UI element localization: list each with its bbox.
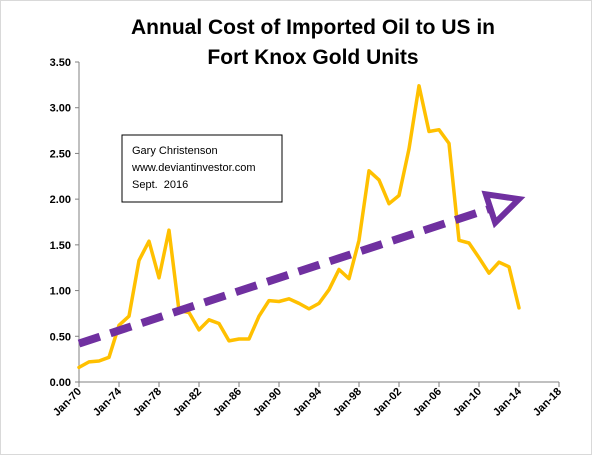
chart-title-line-1: Annual Cost of Imported Oil to US in bbox=[131, 16, 495, 39]
y-tick-label: 2.00 bbox=[50, 194, 71, 206]
y-tick-label: 0.50 bbox=[50, 331, 71, 343]
y-tick-label: 2.50 bbox=[50, 148, 71, 160]
y-tick-label: 3.00 bbox=[50, 103, 71, 115]
series-layer bbox=[77, 84, 521, 370]
y-tick-label: 3.50 bbox=[50, 57, 71, 69]
x-tick-label: Jan-18 bbox=[531, 386, 564, 419]
trend-arrow-shaft bbox=[77, 204, 492, 348]
x-tick-label: Jan-74 bbox=[91, 385, 125, 419]
annotation-box: Gary Christenson www.deviantinvestor.com… bbox=[121, 134, 283, 203]
x-tick-label: Jan-78 bbox=[131, 386, 164, 419]
y-tick-label: 0.00 bbox=[50, 377, 71, 389]
x-tick-label: Jan-02 bbox=[371, 386, 404, 419]
chart-title-line-2: Fort Knox Gold Units bbox=[207, 46, 418, 69]
y-tick-label: 1.00 bbox=[50, 286, 71, 298]
x-tick-label: Jan-82 bbox=[171, 386, 204, 419]
annotation-border bbox=[121, 134, 283, 203]
x-tick-label: Jan-90 bbox=[251, 386, 284, 419]
x-tick-label: Jan-94 bbox=[291, 385, 325, 419]
y-tick-label: 1.50 bbox=[50, 240, 71, 252]
y-axis: 0.00 0.50 1.00 1.50 2.00 2.50 3.00 3.50 bbox=[50, 57, 80, 389]
x-tick-label: Jan-10 bbox=[451, 386, 484, 419]
annotation-line-1: Gary Christenson bbox=[132, 145, 218, 157]
x-tick-label: Jan-70 bbox=[51, 386, 84, 419]
trend-arrow-head bbox=[481, 190, 526, 229]
x-tick-label: Jan-06 bbox=[411, 386, 444, 419]
series-line bbox=[77, 84, 521, 370]
x-tick-label: Jan-14 bbox=[491, 385, 525, 419]
x-tick-label: Jan-98 bbox=[331, 386, 364, 419]
trend-layer bbox=[77, 190, 526, 348]
x-tick-label: Jan-86 bbox=[211, 386, 244, 419]
annotation-line-2: www.deviantinvestor.com bbox=[131, 162, 256, 174]
annotation-line-3: Sept. 2016 bbox=[132, 179, 188, 191]
x-axis: Jan-70 Jan-74 Jan-78 Jan-82 Jan-86 Jan-90 Jan-… bbox=[51, 381, 564, 419]
